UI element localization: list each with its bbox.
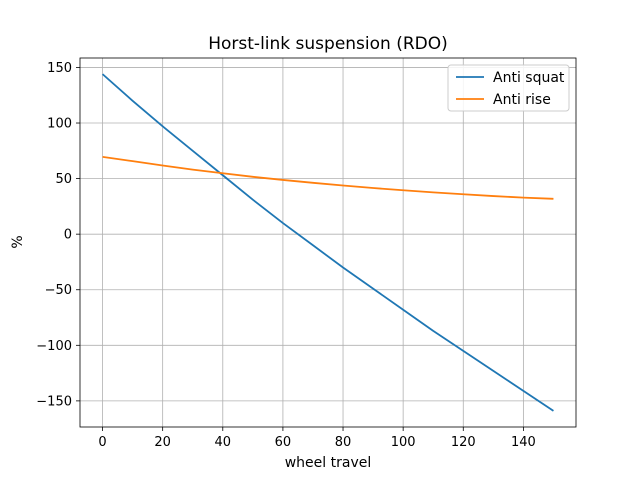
x-tick-label: 20 [154,435,171,450]
y-tick-label: −50 [45,283,72,298]
x-tick-label: 120 [451,435,476,450]
series-lines [101,73,554,412]
chart-title: Horst-link suspension (RDO) [208,34,448,54]
plot-frame [79,57,577,428]
y-tick-label: −100 [36,339,72,354]
x-tick-label: 40 [215,435,232,450]
legend-label: Anti squat [493,70,565,86]
y-tick-label: 100 [47,117,72,132]
x-tick-label: 80 [335,435,352,450]
x-tick-label: 0 [98,435,106,450]
grid-lines [80,58,576,427]
y-tick-label: 50 [55,172,72,187]
x-tick-label: 60 [275,435,292,450]
x-axis-ticks: 0 20 40 60 80 100 120 140 [98,427,536,450]
y-axis-label: % [10,235,26,248]
x-tick-label: 140 [511,435,536,450]
series-line-2 [102,156,554,200]
y-tick-label: 0 [64,228,72,243]
series-line-1 [101,73,554,412]
y-tick-label: 150 [47,61,72,76]
x-axis-label: wheel travel [285,455,372,471]
y-axis-ticks: −150 −100 −50 0 50 100 150 [36,61,80,409]
y-tick-label: −150 [36,394,72,409]
legend: Anti squat Anti rise [447,64,570,112]
legend-label: Anti rise [493,92,551,108]
x-tick-label: 100 [391,435,416,450]
